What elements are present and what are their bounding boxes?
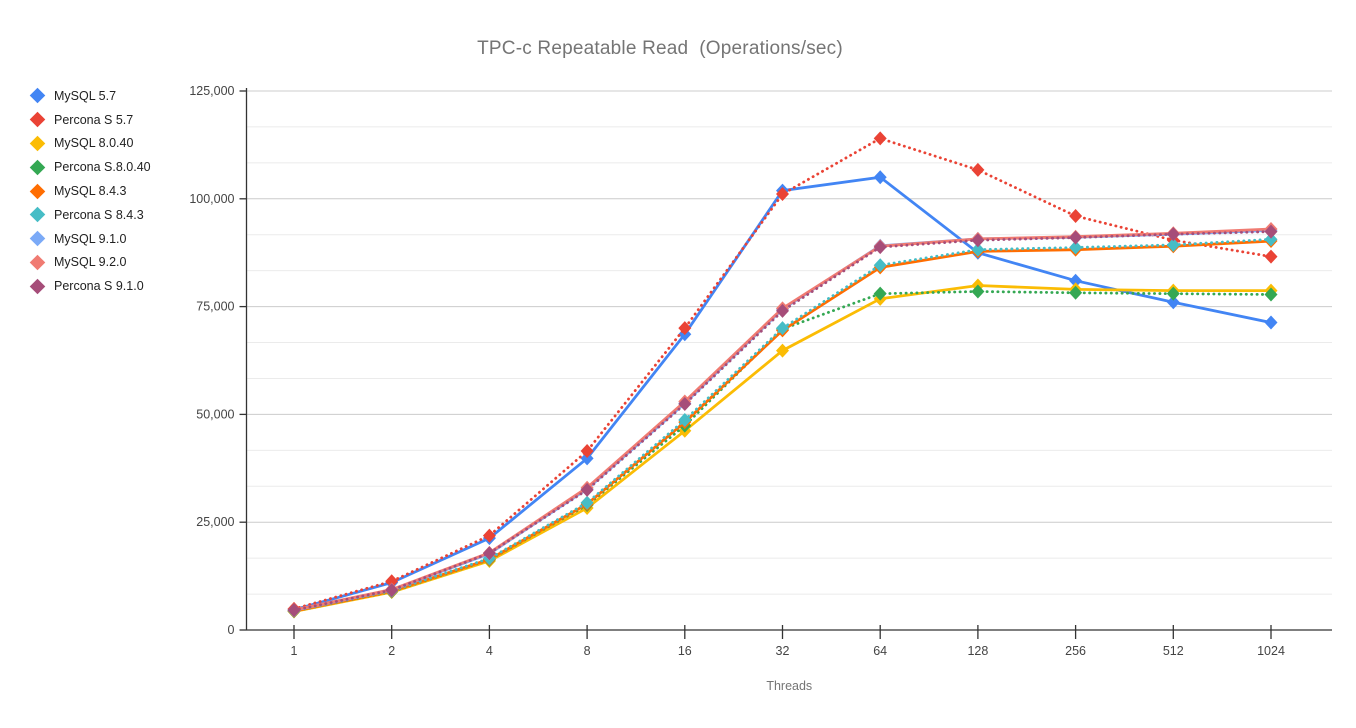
legend-item-label: MySQL 8.0.40 bbox=[54, 136, 134, 151]
data-point-percona-s-9-1-0-64[interactable] bbox=[873, 240, 887, 255]
data-point-percona-s-8-4-3-1024[interactable] bbox=[1264, 232, 1278, 247]
series-line-mysql-8-4-3 bbox=[293, 239, 1272, 613]
data-point-mysql-5-7-64[interactable] bbox=[873, 170, 887, 185]
legend-item-percona-s-8-0-40[interactable]: Percona S.8.0.40 bbox=[26, 155, 151, 179]
data-point-percona-s-9-1-0-512[interactable] bbox=[1166, 227, 1180, 242]
legend-item-mysql-9-2-0[interactable]: MySQL 9.2.0 bbox=[26, 251, 151, 275]
x-tick-label: 1 bbox=[291, 644, 298, 658]
x-tick-label: 2 bbox=[388, 644, 395, 658]
data-point-mysql-5-7-1024[interactable] bbox=[1264, 315, 1278, 330]
legend-item-percona-s-5-7[interactable]: Percona S 5.7 bbox=[26, 108, 151, 132]
series-line-percona-s-8-4-3 bbox=[292, 237, 1273, 612]
data-point-percona-s-9-1-0-8[interactable] bbox=[580, 482, 594, 497]
data-point-percona-s-9-1-0-4[interactable] bbox=[482, 546, 496, 561]
legend: MySQL 5.7 Percona S 5.7 MySQL 8.0.40 Percon… bbox=[26, 84, 151, 298]
series-line-percona-s-8-0-40 bbox=[292, 290, 1273, 613]
legend-item-label: MySQL 9.2.0 bbox=[54, 255, 127, 270]
legend-item-label: MySQL 9.1.0 bbox=[54, 231, 127, 246]
x-tick-label: 128 bbox=[967, 644, 988, 658]
data-point-percona-s-9-1-0-16[interactable] bbox=[678, 397, 692, 412]
legend-item-mysql-8-4-3[interactable]: MySQL 8.4.3 bbox=[26, 179, 151, 203]
data-point-percona-s-5-7-64[interactable] bbox=[873, 131, 887, 146]
series-line-percona-s-9-1-0 bbox=[292, 230, 1273, 612]
data-point-percona-s-5-7-4[interactable] bbox=[482, 528, 496, 543]
data-point-percona-s-5-7-128[interactable] bbox=[971, 162, 985, 177]
data-point-percona-s-5-7-32[interactable] bbox=[776, 187, 789, 202]
data-point-percona-s-8-4-3-8[interactable] bbox=[580, 495, 594, 510]
data-point-mysql-5-7-256[interactable] bbox=[1069, 273, 1083, 288]
legend-item-mysql-9-1-0[interactable]: MySQL 9.1.0 bbox=[26, 227, 151, 251]
data-point-mysql-5-7-512[interactable] bbox=[1166, 295, 1180, 310]
x-tick-label: 16 bbox=[678, 644, 692, 658]
legend-item-mysql-8-0-40[interactable]: MySQL 8.0.40 bbox=[26, 132, 151, 156]
data-point-percona-s-8-0-40-512[interactable] bbox=[1166, 286, 1180, 301]
series-line-mysql-5-7 bbox=[293, 175, 1272, 612]
data-point-percona-s-8-4-3-16[interactable] bbox=[678, 413, 692, 428]
y-tick-label: 50,000 bbox=[196, 407, 234, 421]
x-tick-label: 64 bbox=[873, 644, 887, 658]
series-line-mysql-9-1-0 bbox=[293, 228, 1272, 612]
data-point-percona-s-8-4-3-128[interactable] bbox=[971, 242, 985, 257]
x-tick-label: 256 bbox=[1065, 644, 1086, 658]
data-point-percona-s-5-7-8[interactable] bbox=[580, 444, 594, 459]
legend-item-label: Percona S 9.1.0 bbox=[54, 279, 144, 294]
data-point-percona-s-8-0-40-1024[interactable] bbox=[1264, 287, 1278, 302]
x-tick-label: 1024 bbox=[1257, 644, 1285, 658]
legend-item-percona-s-8-4-3[interactable]: Percona S 8.4.3 bbox=[26, 203, 151, 227]
data-point-percona-s-8-0-40-64[interactable] bbox=[873, 286, 887, 301]
data-point-percona-s-9-1-0-2[interactable] bbox=[385, 583, 399, 598]
data-point-percona-s-9-1-0-1024[interactable] bbox=[1264, 224, 1278, 239]
series-line-percona-s-5-7 bbox=[292, 136, 1273, 611]
data-point-percona-s-5-7-16[interactable] bbox=[678, 321, 692, 336]
data-point-percona-s-9-1-0-32[interactable] bbox=[776, 303, 789, 318]
x-tick-label: 512 bbox=[1163, 644, 1184, 658]
legend-item-label: Percona S 8.4.3 bbox=[54, 207, 144, 222]
data-point-percona-s-8-4-3-32[interactable] bbox=[776, 321, 789, 336]
legend-item-label: MySQL 8.4.3 bbox=[54, 184, 127, 199]
data-point-percona-s-5-7-1024[interactable] bbox=[1264, 249, 1278, 264]
data-point-percona-s-8-4-3-512[interactable] bbox=[1166, 237, 1180, 252]
data-point-percona-s-9-1-0-256[interactable] bbox=[1069, 230, 1083, 245]
legend-item-percona-s-9-1-0[interactable]: Percona S 9.1.0 bbox=[26, 274, 151, 298]
data-point-percona-s-8-4-3-256[interactable] bbox=[1069, 240, 1083, 255]
x-tick-label: 4 bbox=[486, 644, 493, 658]
data-point-percona-s-8-0-40-256[interactable] bbox=[1069, 285, 1083, 300]
data-point-percona-s-9-1-0-1[interactable] bbox=[287, 603, 301, 618]
x-tick-label: 8 bbox=[584, 644, 591, 658]
y-tick-label: 25,000 bbox=[196, 515, 234, 529]
data-point-mysql-8-0-40-32[interactable] bbox=[776, 343, 789, 358]
legend-item-mysql-5-7[interactable]: MySQL 5.7 bbox=[26, 84, 151, 108]
y-tick-label: 125,000 bbox=[189, 84, 234, 98]
y-tick-label: 100,000 bbox=[189, 192, 234, 206]
data-point-percona-s-5-7-256[interactable] bbox=[1069, 209, 1083, 224]
series-line-mysql-9-2-0 bbox=[293, 227, 1272, 612]
x-axis-title: Threads bbox=[766, 679, 812, 693]
legend-item-label: Percona S.8.0.40 bbox=[54, 160, 151, 175]
y-tick-label: 75,000 bbox=[196, 300, 234, 314]
y-tick-label: 0 bbox=[228, 623, 235, 637]
data-point-percona-s-8-0-40-128[interactable] bbox=[971, 284, 985, 299]
data-point-percona-s-5-7-2[interactable] bbox=[385, 574, 399, 589]
legend-item-label: Percona S 5.7 bbox=[54, 112, 134, 127]
chart-title: TPC-c Repeatable Read (Operations/sec) bbox=[477, 38, 843, 59]
data-point-percona-s-9-1-0-128[interactable] bbox=[971, 233, 985, 248]
legend-item-label: MySQL 5.7 bbox=[54, 88, 117, 103]
data-point-percona-s-8-4-3-64[interactable] bbox=[873, 258, 887, 273]
x-tick-label: 32 bbox=[776, 644, 790, 658]
